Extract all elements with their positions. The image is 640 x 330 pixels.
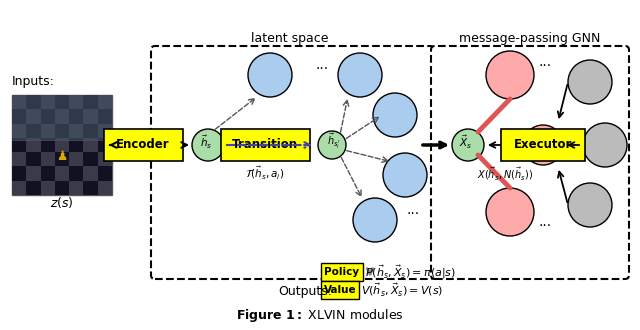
- FancyBboxPatch shape: [55, 152, 69, 166]
- FancyBboxPatch shape: [83, 95, 98, 109]
- Text: ...: ...: [538, 215, 552, 229]
- FancyBboxPatch shape: [26, 152, 40, 166]
- FancyBboxPatch shape: [12, 95, 26, 109]
- FancyBboxPatch shape: [26, 95, 40, 109]
- FancyBboxPatch shape: [83, 123, 98, 138]
- Text: Encoder: Encoder: [116, 139, 170, 151]
- FancyBboxPatch shape: [55, 109, 69, 123]
- FancyBboxPatch shape: [69, 138, 83, 152]
- Circle shape: [338, 53, 382, 97]
- FancyBboxPatch shape: [12, 166, 26, 181]
- Text: ...: ...: [538, 55, 552, 69]
- FancyBboxPatch shape: [431, 46, 629, 279]
- FancyBboxPatch shape: [98, 123, 112, 138]
- Circle shape: [373, 93, 417, 137]
- Text: $\vec{h}_{s_i^{\prime}}$: $\vec{h}_{s_i^{\prime}}$: [327, 131, 340, 150]
- FancyBboxPatch shape: [12, 109, 26, 123]
- Text: Inputs:: Inputs:: [12, 76, 55, 88]
- Circle shape: [248, 53, 292, 97]
- FancyBboxPatch shape: [12, 152, 26, 166]
- Text: Transition: Transition: [232, 139, 298, 151]
- FancyBboxPatch shape: [104, 129, 182, 161]
- FancyBboxPatch shape: [83, 181, 98, 195]
- Text: Outputs:: Outputs:: [278, 285, 332, 299]
- Text: message-passing GNN: message-passing GNN: [460, 32, 601, 45]
- FancyBboxPatch shape: [321, 263, 363, 281]
- FancyBboxPatch shape: [40, 95, 55, 109]
- Circle shape: [383, 153, 427, 197]
- Text: ♟: ♟: [56, 150, 68, 163]
- FancyBboxPatch shape: [69, 123, 83, 138]
- Circle shape: [486, 188, 534, 236]
- FancyBboxPatch shape: [55, 95, 69, 109]
- Text: $z(s)$: $z(s)$: [50, 194, 74, 210]
- Circle shape: [452, 129, 484, 161]
- FancyBboxPatch shape: [40, 181, 55, 195]
- FancyBboxPatch shape: [83, 166, 98, 181]
- FancyBboxPatch shape: [98, 95, 112, 109]
- FancyBboxPatch shape: [83, 152, 98, 166]
- Text: $\mathcal{T}(\vec{h}_s, a_i)$: $\mathcal{T}(\vec{h}_s, a_i)$: [245, 165, 285, 182]
- FancyBboxPatch shape: [83, 138, 98, 152]
- Circle shape: [523, 125, 563, 165]
- FancyBboxPatch shape: [98, 109, 112, 123]
- FancyBboxPatch shape: [83, 109, 98, 123]
- Circle shape: [318, 131, 346, 159]
- Text: $\vec{X}_s$: $\vec{X}_s$: [460, 133, 473, 150]
- FancyBboxPatch shape: [98, 166, 112, 181]
- FancyBboxPatch shape: [98, 181, 112, 195]
- Text: latent space: latent space: [252, 32, 329, 45]
- Text: ...: ...: [316, 58, 328, 72]
- FancyBboxPatch shape: [69, 152, 83, 166]
- FancyBboxPatch shape: [55, 166, 69, 181]
- FancyBboxPatch shape: [69, 166, 83, 181]
- FancyBboxPatch shape: [98, 138, 112, 152]
- FancyBboxPatch shape: [26, 138, 40, 152]
- Text: $P(\vec{h}_s, \vec{X}_s) = \pi(a|s)$: $P(\vec{h}_s, \vec{X}_s) = \pi(a|s)$: [365, 263, 456, 281]
- FancyBboxPatch shape: [69, 181, 83, 195]
- FancyBboxPatch shape: [69, 95, 83, 109]
- FancyBboxPatch shape: [40, 138, 55, 152]
- Text: Value: Value: [324, 285, 356, 295]
- FancyBboxPatch shape: [55, 138, 69, 152]
- FancyBboxPatch shape: [98, 152, 112, 166]
- FancyBboxPatch shape: [321, 281, 359, 299]
- Circle shape: [192, 129, 224, 161]
- FancyBboxPatch shape: [151, 46, 434, 279]
- FancyBboxPatch shape: [221, 129, 310, 161]
- Circle shape: [583, 123, 627, 167]
- Text: Policy: Policy: [324, 267, 360, 277]
- FancyBboxPatch shape: [12, 138, 26, 152]
- FancyBboxPatch shape: [12, 95, 112, 140]
- FancyBboxPatch shape: [26, 123, 40, 138]
- Circle shape: [353, 198, 397, 242]
- FancyBboxPatch shape: [40, 109, 55, 123]
- Text: ...: ...: [406, 203, 420, 217]
- FancyBboxPatch shape: [55, 181, 69, 195]
- FancyBboxPatch shape: [26, 166, 40, 181]
- FancyBboxPatch shape: [40, 123, 55, 138]
- Text: $X(\vec{h}_s, N(\vec{h}_s))$: $X(\vec{h}_s, N(\vec{h}_s))$: [477, 165, 533, 182]
- FancyBboxPatch shape: [55, 123, 69, 138]
- FancyBboxPatch shape: [12, 95, 112, 195]
- Circle shape: [568, 60, 612, 104]
- FancyBboxPatch shape: [69, 109, 83, 123]
- FancyBboxPatch shape: [501, 129, 585, 161]
- Text: $\vec{h}_s$: $\vec{h}_s$: [200, 133, 212, 150]
- Text: $V(\vec{h}_s, \vec{X}_s) = V(s)$: $V(\vec{h}_s, \vec{X}_s) = V(s)$: [361, 281, 444, 299]
- Text: Executor: Executor: [514, 139, 572, 151]
- Circle shape: [568, 183, 612, 227]
- FancyBboxPatch shape: [40, 152, 55, 166]
- FancyBboxPatch shape: [12, 181, 26, 195]
- FancyBboxPatch shape: [12, 123, 26, 138]
- Text: $\bf{Figure\ 1:}$ XLVIN modules: $\bf{Figure\ 1:}$ XLVIN modules: [236, 307, 404, 324]
- FancyBboxPatch shape: [26, 109, 40, 123]
- FancyBboxPatch shape: [40, 166, 55, 181]
- Circle shape: [486, 51, 534, 99]
- FancyBboxPatch shape: [26, 181, 40, 195]
